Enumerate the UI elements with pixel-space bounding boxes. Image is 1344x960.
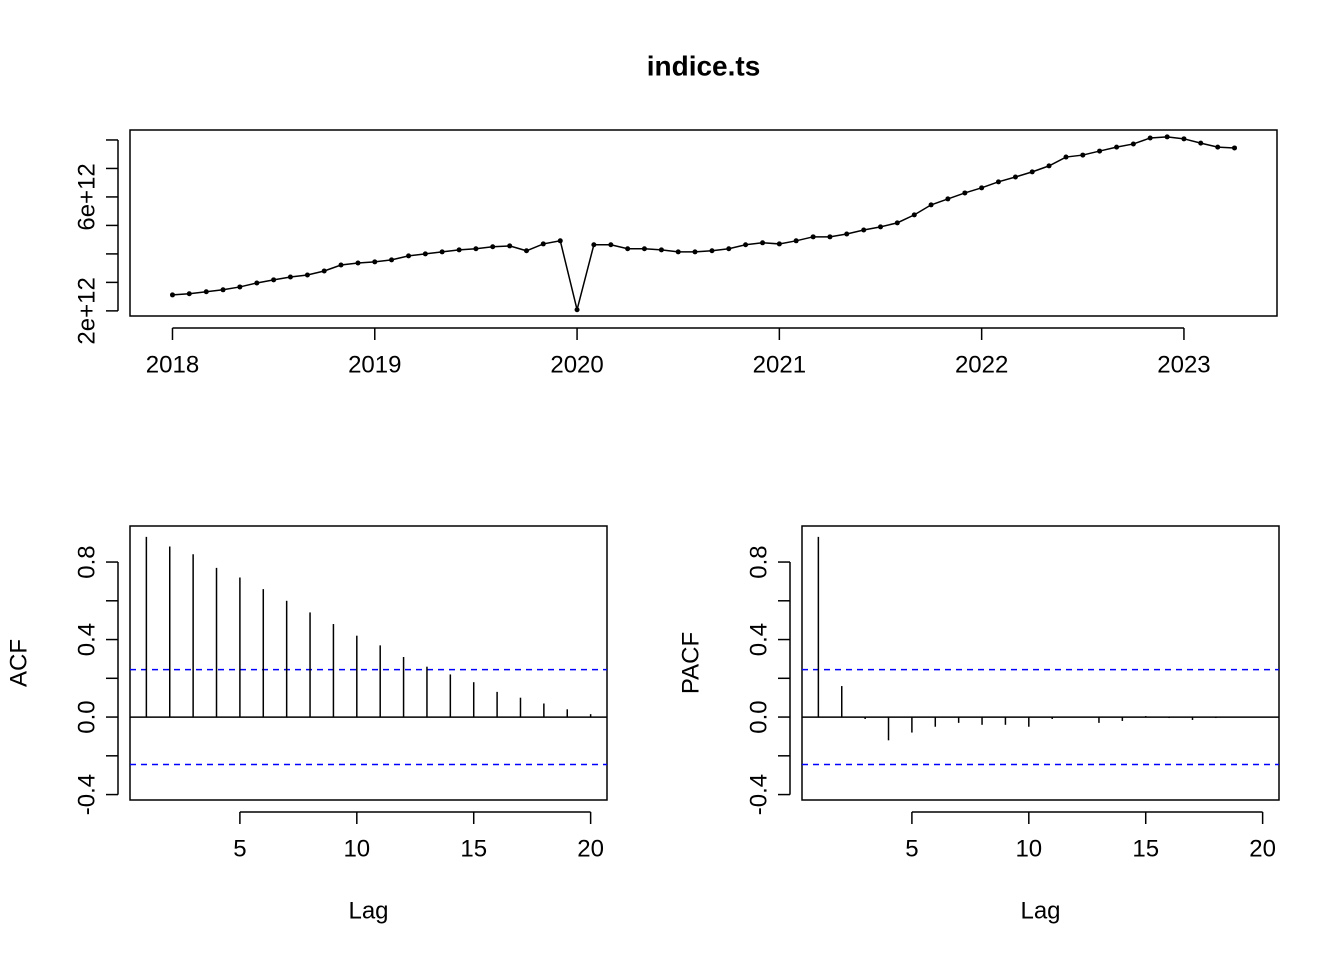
x-tick-label: 2022	[955, 351, 1008, 378]
data-point	[523, 248, 529, 254]
data-point	[304, 272, 310, 278]
data-point	[389, 257, 395, 263]
data-point	[490, 244, 496, 250]
data-point	[760, 240, 766, 246]
data-point	[995, 179, 1001, 185]
data-point	[1029, 169, 1035, 175]
series-line	[172, 136, 1235, 310]
y-tick-label: 6e+12	[73, 163, 100, 230]
data-point	[962, 190, 968, 196]
data-point	[271, 277, 277, 283]
x-tick-label: 15	[460, 835, 487, 862]
y-tick-label: -0.4	[745, 774, 772, 815]
data-point	[844, 231, 850, 237]
data-point	[1130, 141, 1136, 147]
x-axis-label: Lag	[348, 897, 388, 924]
data-point	[254, 280, 260, 286]
data-point	[692, 249, 698, 255]
x-tick-label: 2019	[348, 351, 401, 378]
plot-box	[129, 129, 1278, 317]
data-point	[776, 241, 782, 247]
data-point	[726, 246, 732, 252]
y-tick-label: 0.4	[745, 623, 772, 656]
y-tick-label: -0.4	[73, 774, 100, 815]
data-point	[1063, 154, 1069, 160]
y-tick-label: 0.4	[73, 623, 100, 656]
data-point	[203, 289, 209, 295]
data-point	[928, 202, 934, 208]
data-point	[894, 220, 900, 226]
data-point	[979, 185, 985, 191]
data-point	[827, 234, 833, 240]
x-tick-label: 5	[233, 835, 246, 862]
data-point	[793, 238, 799, 244]
x-tick-label: 10	[1015, 835, 1042, 862]
x-tick-label: 5	[905, 835, 918, 862]
plot-box	[801, 525, 1280, 801]
data-point	[287, 274, 293, 280]
data-point	[1181, 136, 1187, 142]
data-point	[945, 196, 951, 202]
data-point	[1080, 152, 1086, 158]
chart-title: indice.ts	[647, 50, 761, 81]
x-tick-label: 20	[577, 835, 604, 862]
x-tick-label: 15	[1132, 835, 1159, 862]
data-point	[1164, 134, 1170, 140]
data-point	[810, 234, 816, 240]
data-point	[574, 307, 580, 313]
data-point	[709, 248, 715, 254]
y-axis-label: PACF	[677, 632, 704, 694]
y-tick-label: 0.0	[73, 700, 100, 733]
data-point	[641, 246, 647, 252]
data-point	[911, 212, 917, 218]
data-point	[186, 291, 192, 297]
data-point	[743, 242, 749, 248]
data-point	[237, 284, 243, 290]
data-point	[507, 243, 513, 249]
x-tick-label: 2023	[1157, 351, 1210, 378]
x-axis-label: Lag	[1020, 897, 1060, 924]
y-tick-label: 2e+12	[73, 277, 100, 344]
data-point	[169, 292, 175, 298]
x-tick-label: 20	[1249, 835, 1276, 862]
y-tick-label: 0.8	[73, 545, 100, 578]
data-point	[1147, 135, 1153, 141]
x-tick-label: 10	[343, 835, 370, 862]
data-point	[422, 251, 428, 257]
data-point	[338, 262, 344, 268]
data-point	[1046, 163, 1052, 169]
x-tick-label: 2018	[146, 351, 199, 378]
x-tick-label: 2020	[550, 351, 603, 378]
data-point	[608, 242, 614, 248]
y-tick-label: 0.8	[745, 545, 772, 578]
data-point	[439, 249, 445, 255]
data-point	[675, 249, 681, 255]
data-point	[220, 287, 226, 293]
data-point	[658, 247, 664, 253]
data-point	[1114, 144, 1120, 150]
data-point	[321, 268, 327, 274]
data-point	[540, 241, 546, 247]
data-point	[1012, 174, 1018, 180]
y-tick-label: 0.0	[745, 700, 772, 733]
data-point	[591, 242, 597, 248]
data-point	[355, 260, 361, 266]
data-point	[1198, 140, 1204, 146]
data-point	[1215, 144, 1221, 150]
x-tick-label: 2021	[753, 351, 806, 378]
data-point	[473, 246, 479, 252]
data-point	[1097, 148, 1103, 154]
plot-box	[129, 525, 608, 801]
data-point	[406, 253, 412, 259]
data-point	[456, 247, 462, 253]
y-axis-label: ACF	[5, 639, 32, 687]
data-point	[861, 227, 867, 233]
data-point	[625, 246, 631, 252]
data-point	[557, 238, 563, 244]
data-point	[1232, 145, 1238, 151]
data-point	[878, 224, 884, 230]
data-point	[372, 259, 378, 265]
